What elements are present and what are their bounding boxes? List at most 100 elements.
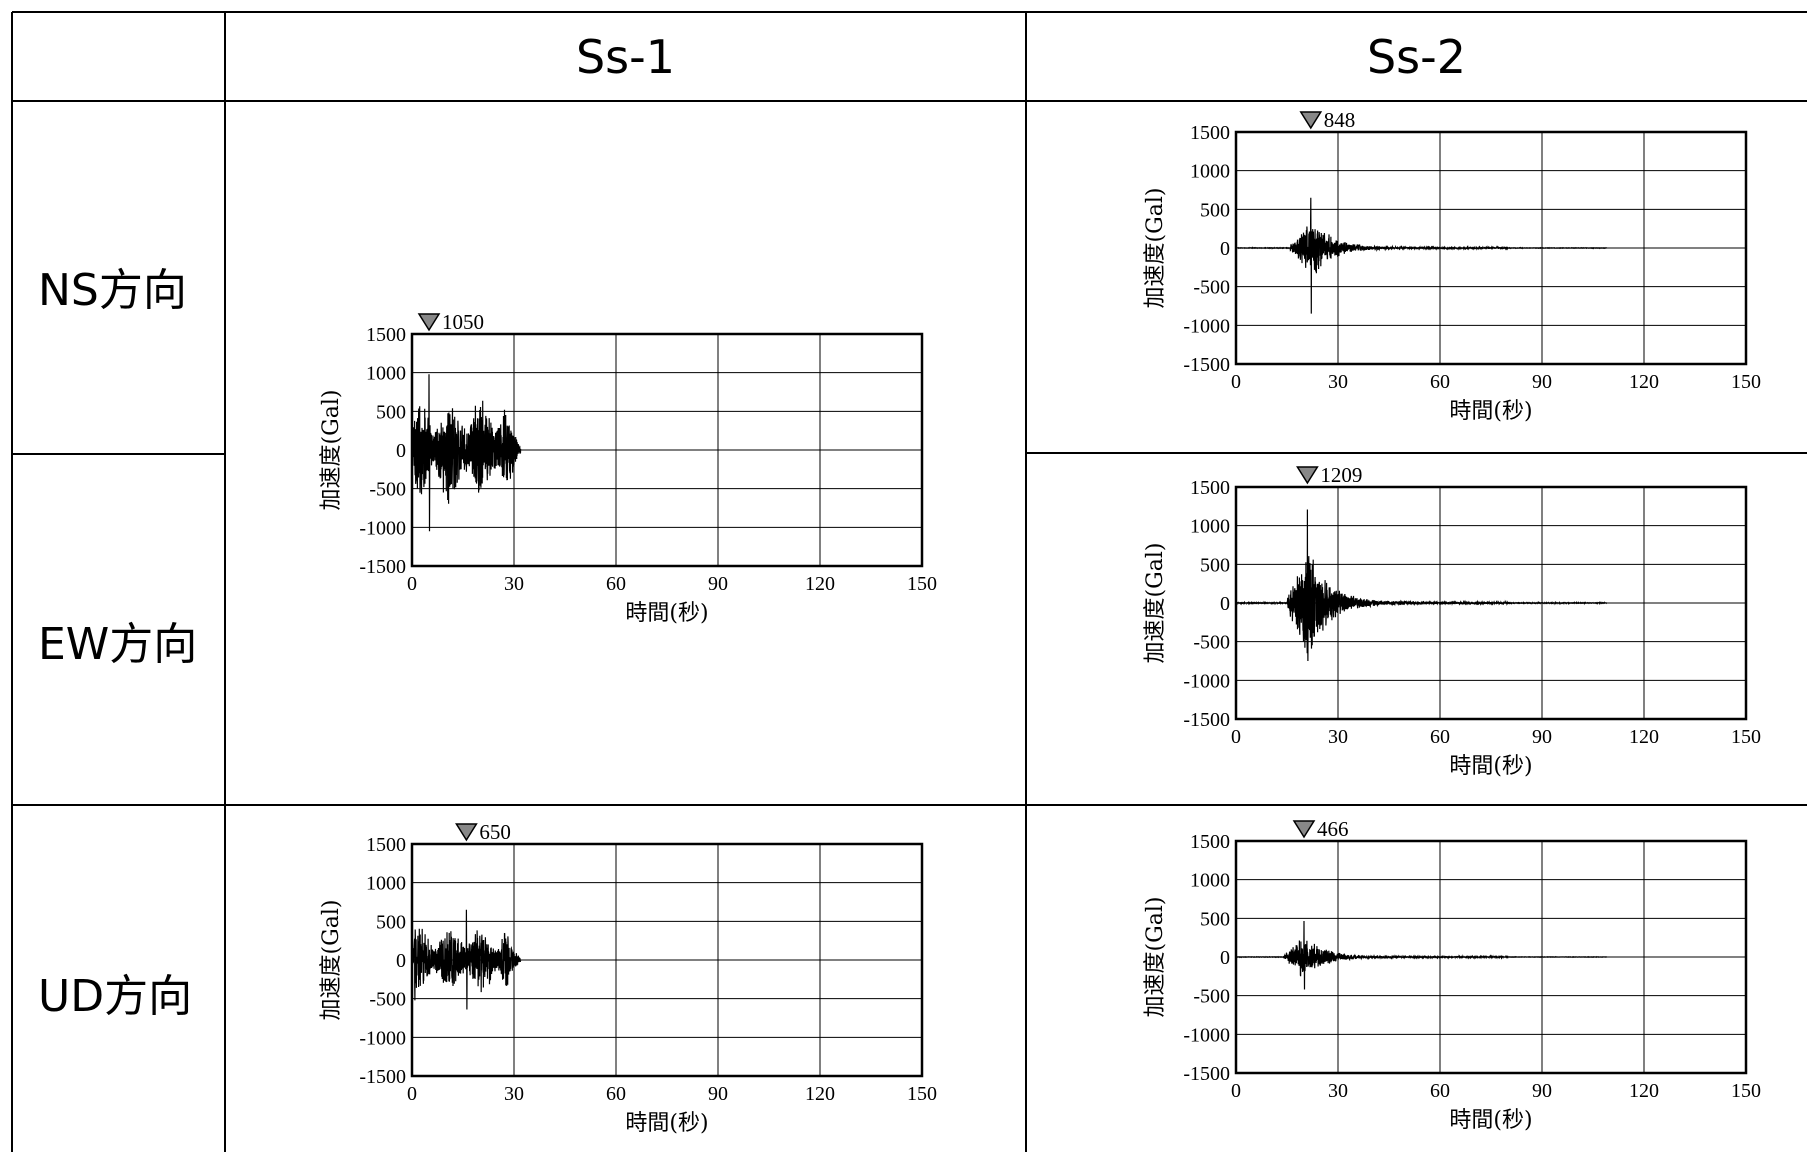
y-tick-label: 1000 [1190,516,1230,538]
x-tick-label: 90 [708,1083,728,1105]
y-tick-label: 1000 [1190,161,1230,183]
x-tick-label: 150 [1731,371,1761,393]
x-tick-label: 120 [1629,1080,1659,1102]
x-axis-label: 時間(秒) [1449,399,1532,424]
x-axis-label: 時間(秒) [1449,754,1532,779]
y-axis-label: 加速度(Gal) [1143,543,1168,664]
y-tick-label: 1000 [366,363,406,385]
peak-marker-icon [1299,111,1323,130]
x-tick-label: 150 [907,573,937,595]
y-axis-label: 加速度(Gal) [319,390,344,511]
x-tick-label: 150 [1731,1080,1761,1102]
x-tick-label: 90 [708,573,728,595]
y-tick-label: 500 [1200,554,1230,576]
waveform-series [1235,509,1607,662]
y-axis-label: 加速度(Gal) [1143,897,1168,1018]
x-axis-label: 時間(秒) [625,1111,708,1136]
x-tick-label: 30 [1328,1080,1348,1102]
y-tick-label: -1500 [1183,354,1230,376]
y-tick-label: -1500 [1183,709,1230,731]
x-tick-label: 30 [504,573,524,595]
x-tick-label: 120 [1629,726,1659,748]
y-tick-label: 1500 [1190,831,1230,853]
column-header-ss2: Ss-2 [1366,30,1467,84]
peak-value-label: 1050 [442,310,484,334]
x-tick-label: 90 [1532,1080,1552,1102]
peak-marker-icon [417,313,441,332]
y-axis-label: 加速度(Gal) [319,900,344,1021]
y-tick-label: -500 [1193,986,1230,1008]
row-header-ew: EW方向 [38,619,198,670]
x-tick-label: 60 [606,1083,626,1105]
y-tick-label: -1500 [1183,1063,1230,1085]
y-tick-label: 1500 [366,834,406,856]
y-tick-label: 1500 [366,324,406,346]
x-tick-label: 120 [805,573,835,595]
x-tick-label: 150 [907,1083,937,1105]
waveform-series [1235,197,1608,314]
x-tick-label: 60 [1430,371,1450,393]
x-tick-label: 90 [1532,726,1552,748]
y-tick-label: -1500 [359,556,406,578]
y-tick-label: 500 [376,911,406,933]
peak-marker-icon [1292,820,1316,839]
y-tick-label: 1000 [366,873,406,895]
y-tick-label: -1000 [359,1027,406,1049]
x-tick-label: 30 [1328,371,1348,393]
peak-marker-icon [1296,466,1319,485]
peak-value-label: 848 [1324,108,1356,132]
x-tick-label: 60 [606,573,626,595]
x-tick-label: 120 [805,1083,835,1105]
peak-value-label: 1209 [1320,463,1362,487]
row-header-ns: NS方向 [38,265,187,316]
y-tick-label: -500 [369,989,406,1011]
y-tick-label: 500 [1200,199,1230,221]
y-tick-label: 500 [1200,908,1230,930]
waveform-series [411,374,522,532]
y-tick-label: -500 [369,479,406,501]
waveform-series [411,909,522,1010]
x-tick-label: 60 [1430,1080,1450,1102]
y-tick-label: -1000 [1183,670,1230,692]
y-tick-label: -500 [1193,277,1230,299]
x-tick-label: 60 [1430,726,1450,748]
y-tick-label: -500 [1193,632,1230,654]
y-tick-label: 0 [1220,947,1230,969]
x-tick-label: 30 [1328,726,1348,748]
x-tick-label: 0 [1231,1080,1241,1102]
y-tick-label: -1000 [1183,315,1230,337]
row-header-ud: UD方向 [38,971,193,1022]
peak-value-label: 466 [1317,817,1349,841]
y-tick-label: -1500 [359,1066,406,1088]
x-tick-label: 0 [407,573,417,595]
x-axis-label: 時間(秒) [625,601,708,626]
y-tick-label: -1000 [359,517,406,539]
y-tick-label: -1000 [1183,1024,1230,1046]
y-tick-label: 0 [1220,238,1230,260]
y-tick-label: 0 [1220,593,1230,615]
y-tick-label: 0 [396,440,406,462]
waveform-series [1235,920,1607,990]
y-tick-label: 1500 [1190,122,1230,144]
x-tick-label: 120 [1629,371,1659,393]
x-tick-label: 150 [1731,726,1761,748]
x-tick-label: 0 [407,1083,417,1105]
y-tick-label: 500 [376,401,406,423]
y-axis-label: 加速度(Gal) [1143,188,1168,309]
y-tick-label: 0 [396,950,406,972]
y-tick-label: 1500 [1190,477,1230,499]
y-tick-label: 1000 [1190,870,1230,892]
peak-value-label: 650 [479,820,511,844]
peak-marker-icon [455,823,478,842]
x-tick-label: 30 [504,1083,524,1105]
x-tick-label: 0 [1231,371,1241,393]
x-tick-label: 90 [1532,371,1552,393]
column-header-ss1: Ss-1 [575,30,676,84]
x-axis-label: 時間(秒) [1449,1108,1532,1133]
